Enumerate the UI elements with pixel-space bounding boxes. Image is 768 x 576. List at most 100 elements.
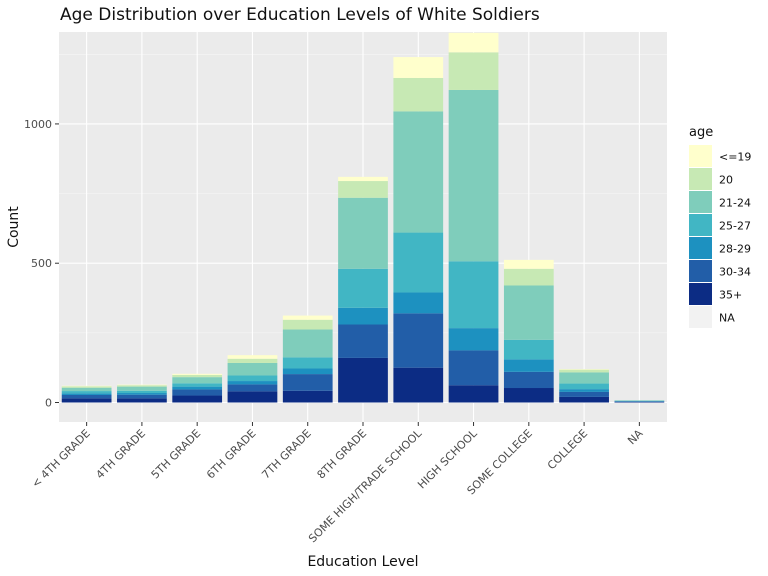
bar-segment [227, 355, 278, 359]
legend-key [689, 237, 712, 259]
bar-segment [227, 375, 278, 382]
bar-segment [227, 381, 278, 385]
bar-segment [117, 393, 167, 395]
legend-key [689, 191, 712, 213]
bar-segment [559, 372, 609, 384]
legend-key [689, 306, 712, 328]
bar-segment [503, 388, 554, 403]
bar-segment [338, 357, 388, 403]
legend-label: <=19 [719, 151, 751, 164]
bar-segment [282, 357, 333, 369]
bar-segment [282, 315, 333, 320]
bar-segment [172, 386, 223, 390]
bar-segment [559, 389, 609, 392]
bar-segment [61, 393, 112, 395]
bar-segment [117, 390, 167, 394]
x-axis-title: Education Level [307, 554, 418, 570]
bar-segment [503, 285, 554, 340]
bar-segment [172, 374, 223, 378]
bar-segment [61, 391, 112, 394]
bar-segment [172, 389, 223, 396]
x-tick-label: < 4TH GRADE [29, 427, 93, 491]
bar-segment [338, 268, 388, 308]
legend-label: 28-29 [719, 243, 751, 256]
bar-segment [227, 362, 278, 376]
bar-segment [559, 369, 609, 373]
bar-segment [172, 377, 223, 384]
bar-segment [503, 339, 554, 360]
legend-label: 30-34 [719, 266, 751, 279]
bar-segment [338, 197, 388, 269]
bar-segment [282, 319, 333, 330]
bar-segment [393, 313, 444, 368]
bar-segment [227, 391, 278, 403]
legend-label: 21-24 [719, 197, 751, 210]
legend-key [689, 145, 712, 167]
bar-segment [227, 384, 278, 392]
bar-segment [338, 324, 388, 358]
x-tick-label: NA [625, 427, 646, 448]
x-tick-label: 4TH GRADE [93, 427, 148, 482]
bar-segment [393, 232, 444, 293]
bar-segment [61, 386, 112, 388]
bar-segment [338, 181, 388, 198]
bar-segment [338, 307, 388, 325]
bar-segment [393, 292, 444, 314]
bar-segment [559, 369, 609, 370]
legend-label: 25-27 [719, 220, 751, 233]
bar-segment [448, 261, 499, 329]
bar-segment [282, 329, 333, 358]
bar-segment [227, 358, 278, 363]
legend-label: 35+ [719, 289, 742, 302]
y-tick-label: 1000 [24, 118, 52, 131]
bar-segment [61, 398, 112, 403]
bar-segment [117, 386, 167, 391]
bar-segment [117, 385, 167, 387]
bar-segment [338, 176, 388, 182]
legend-title: age [689, 125, 713, 140]
bar-segment [448, 350, 499, 386]
bar-segment [559, 391, 609, 397]
bar-segment [614, 401, 665, 402]
legend-key [689, 214, 712, 236]
bar-segment [117, 394, 167, 399]
bar-segment [393, 111, 444, 233]
y-axis-title: Count [6, 206, 22, 248]
bar-segment [503, 371, 554, 389]
bar-segment [448, 385, 499, 403]
bar-segment [614, 400, 665, 401]
legend-key [689, 260, 712, 282]
bars [61, 32, 665, 403]
bar-segment [448, 328, 499, 351]
bar-segment [117, 384, 167, 386]
y-tick-label: 500 [31, 257, 52, 270]
bar-segment [172, 395, 223, 403]
x-tick-label: 7TH GRADE [259, 427, 314, 482]
bar-segment [503, 259, 554, 269]
bar-segment [117, 398, 167, 403]
bar-segment [282, 390, 333, 403]
bar-segment [393, 367, 444, 403]
legend-key [689, 283, 712, 305]
bar-segment [503, 268, 554, 286]
x-tick-label: 6TH GRADE [204, 427, 259, 482]
bar-segment [559, 396, 609, 403]
bar-segment [393, 77, 444, 112]
bar-segment [448, 32, 499, 53]
y-tick-label: 0 [45, 397, 52, 410]
bar-segment [503, 359, 554, 372]
legend-key [689, 168, 712, 190]
bar-segment [172, 383, 223, 387]
x-tick-label: COLLEGE [545, 427, 590, 472]
bar-segment [614, 401, 665, 403]
bar-segment [282, 374, 333, 391]
bar-segment [61, 385, 112, 387]
bar-segment [61, 387, 112, 392]
y-axis: 0 500 1000 [24, 118, 59, 410]
x-tick-label: SOME HIGH/TRADE SCHOOL [306, 426, 425, 545]
chart-title: Age Distribution over Education Levels o… [60, 5, 540, 25]
bar-segment [393, 57, 444, 78]
legend-label: NA [719, 312, 735, 325]
x-tick-label: 8TH GRADE [315, 427, 370, 482]
